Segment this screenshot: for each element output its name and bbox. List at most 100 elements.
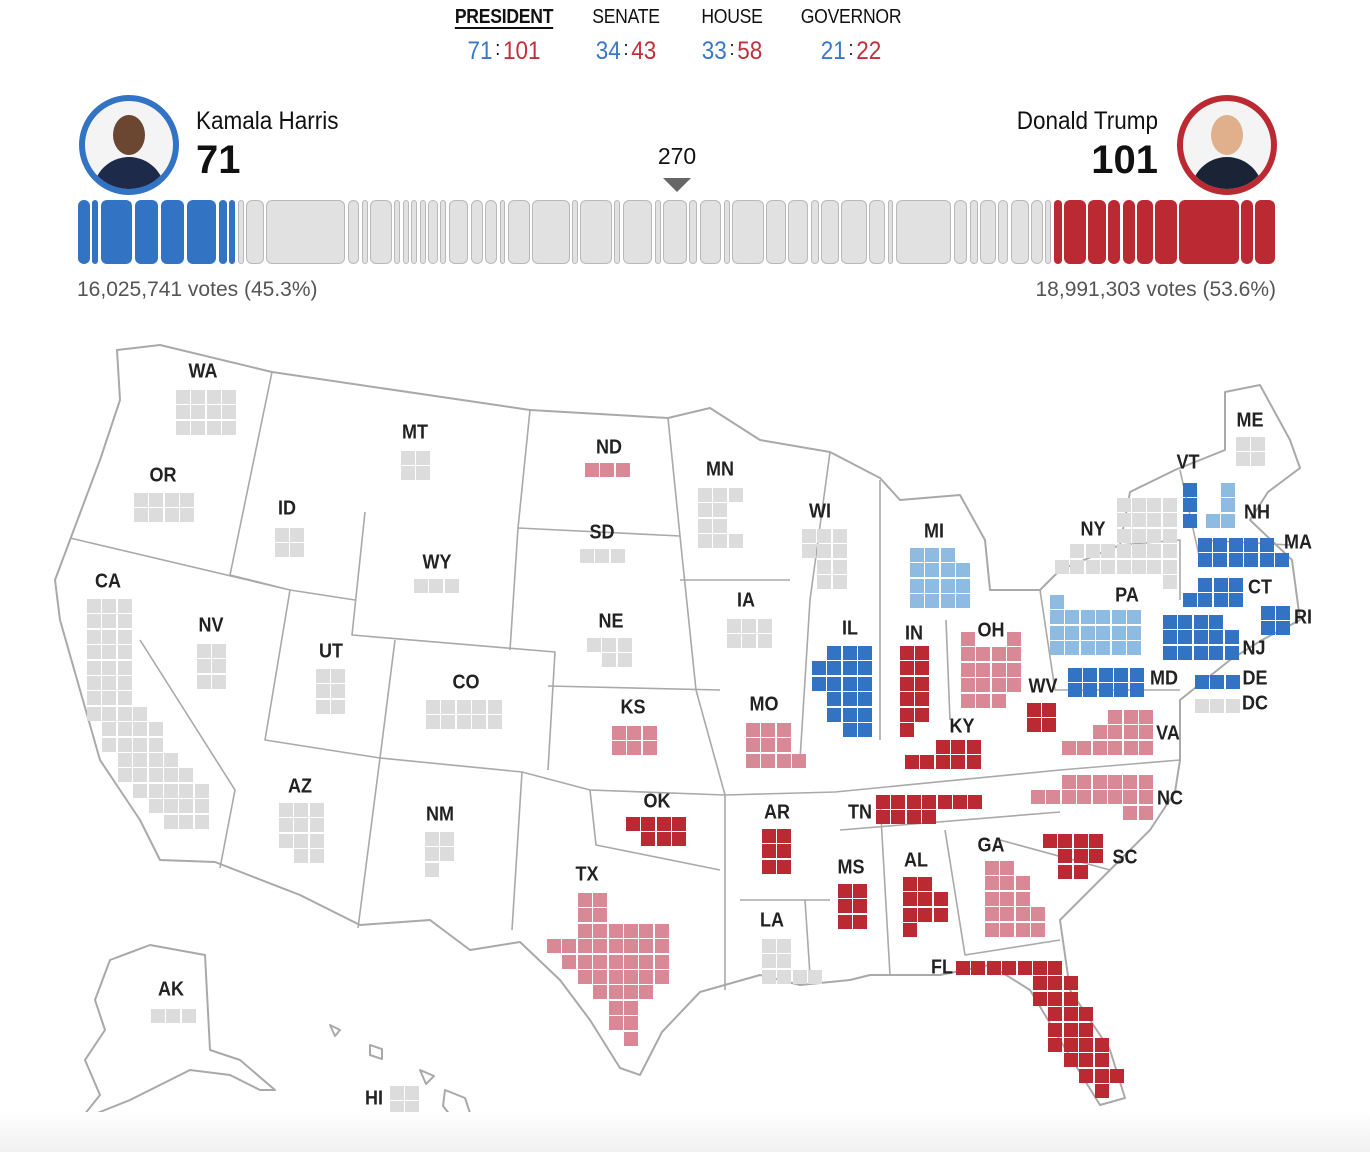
bar-segment-none[interactable] <box>507 200 530 264</box>
electoral-vote-square <box>593 893 608 907</box>
electoral-vote-square <box>1213 553 1228 568</box>
bar-segment-none[interactable] <box>394 200 401 264</box>
bar-segment-none[interactable] <box>1010 200 1029 264</box>
bar-segment-rep[interactable] <box>1137 200 1153 264</box>
bar-segment-none[interactable] <box>788 200 809 264</box>
state-label: MA <box>1284 531 1312 554</box>
tab-senate[interactable]: SENATE 34:43 <box>588 6 665 66</box>
bar-segment-none[interactable] <box>821 200 839 264</box>
bar-segment-none[interactable] <box>580 200 612 264</box>
bar-segment-none[interactable] <box>654 200 661 264</box>
state-label: RI <box>1294 606 1312 629</box>
electoral-vote-square <box>838 914 852 929</box>
tab-president[interactable]: PRESIDENT 71:101 <box>448 6 560 66</box>
electoral-vote-square <box>1138 805 1153 820</box>
bar-segment-none[interactable] <box>614 200 621 264</box>
bar-segment-dem[interactable] <box>78 200 90 264</box>
bar-segment-none[interactable] <box>440 200 447 264</box>
electoral-vote-square <box>316 684 330 699</box>
bar-segment-none[interactable] <box>470 200 483 264</box>
electoral-vote-square <box>900 676 914 691</box>
bar-segment-none[interactable] <box>1031 200 1043 264</box>
electoral-vote-square <box>117 614 132 629</box>
electoral-vote-square <box>1094 1084 1109 1099</box>
bar-segment-rep[interactable] <box>1053 200 1062 264</box>
bar-segment-none[interactable] <box>732 200 764 264</box>
bar-segment-none[interactable] <box>246 200 264 264</box>
electoral-vote-square <box>1116 559 1131 574</box>
electoral-vote-square <box>1098 668 1113 682</box>
electoral-vote-square <box>1229 578 1244 592</box>
bar-segment-none[interactable] <box>347 200 360 264</box>
bar-segment-rep[interactable] <box>1064 200 1086 264</box>
bar-segment-none[interactable] <box>810 200 819 264</box>
electoral-vote-square <box>1080 610 1095 625</box>
race-tabs: PRESIDENT 71:101 SENATE 34:43 HOUSE 33:5… <box>440 6 920 76</box>
bar-segment-dem[interactable] <box>134 200 159 264</box>
bar-segment-none[interactable] <box>237 200 244 264</box>
bar-segment-dem[interactable] <box>229 200 236 264</box>
electoral-vote-square <box>940 594 955 609</box>
bar-segment-dem[interactable] <box>92 200 99 264</box>
bar-segment-none[interactable] <box>448 200 469 264</box>
bar-segment-none[interactable] <box>953 200 968 264</box>
bar-segment-none[interactable] <box>980 200 996 264</box>
bar-segment-none[interactable] <box>1045 200 1052 264</box>
bar-segment-none[interactable] <box>723 200 730 264</box>
bar-segment-none[interactable] <box>266 200 346 264</box>
bar-segment-none[interactable] <box>572 200 578 264</box>
bar-segment-dem[interactable] <box>218 200 227 264</box>
bar-segment-none[interactable] <box>663 200 687 264</box>
electoral-vote-square <box>991 647 1006 662</box>
tab-score: 34:43 <box>595 37 657 65</box>
bar-segment-none[interactable] <box>428 200 438 264</box>
electoral-vote-square <box>179 799 194 814</box>
tab-governor[interactable]: GOVERNOR 21:22 <box>794 6 908 66</box>
bar-segment-none[interactable] <box>361 200 368 264</box>
state-label: MO <box>749 693 779 716</box>
electoral-vote-square <box>1058 864 1073 879</box>
bar-segment-rep[interactable] <box>1155 200 1177 264</box>
bar-segment-none[interactable] <box>485 200 498 264</box>
electoral-vote-square <box>1261 621 1275 636</box>
bar-segment-dem[interactable] <box>160 200 185 264</box>
bar-segment-none[interactable] <box>895 200 952 264</box>
electoral-vote-square <box>1162 528 1177 543</box>
bar-segment-none[interactable] <box>766 200 786 264</box>
electoral-vote-square <box>757 619 772 633</box>
electoral-vote-square <box>757 634 772 649</box>
bar-segment-none[interactable] <box>969 200 978 264</box>
bar-segment-rep[interactable] <box>1108 200 1121 264</box>
bar-segment-dem[interactable] <box>100 200 133 264</box>
bar-segment-none[interactable] <box>499 200 506 264</box>
bar-segment-none[interactable] <box>370 200 392 264</box>
electoral-vote-square <box>1061 790 1076 805</box>
bar-segment-dem[interactable] <box>186 200 217 264</box>
bar-segment-none[interactable] <box>532 200 570 264</box>
bar-segment-none[interactable] <box>419 200 426 264</box>
electoral-vote-square <box>1111 610 1126 625</box>
electoral-vote-square <box>1138 775 1153 789</box>
bar-segment-rep[interactable] <box>1255 200 1275 264</box>
tab-house[interactable]: HOUSE 33:58 <box>697 6 767 66</box>
bar-segment-rep[interactable] <box>1088 200 1106 264</box>
bar-segment-rep[interactable] <box>1241 200 1253 264</box>
electoral-vote-square <box>1065 641 1080 656</box>
bar-segment-none[interactable] <box>699 200 722 264</box>
bar-segment-none[interactable] <box>411 200 418 264</box>
bar-segment-rep[interactable] <box>1179 200 1239 264</box>
bar-segment-none[interactable] <box>689 200 698 264</box>
bottom-fade <box>0 1112 1370 1152</box>
bar-segment-none[interactable] <box>402 200 409 264</box>
bar-segment-none[interactable] <box>998 200 1009 264</box>
electoral-vote-square <box>1178 615 1193 629</box>
bar-segment-rep[interactable] <box>1122 200 1135 264</box>
electoral-vote-square <box>891 810 906 825</box>
electoral-vote-square <box>838 899 852 914</box>
electoral-vote-square <box>441 700 456 714</box>
bar-segment-none[interactable] <box>841 200 867 264</box>
bar-segment-none[interactable] <box>887 200 894 264</box>
bar-segment-none[interactable] <box>622 200 653 264</box>
bar-segment-none[interactable] <box>869 200 886 264</box>
trump-popular-votes: 18,991,303 votes (53.6%) <box>1035 278 1277 301</box>
